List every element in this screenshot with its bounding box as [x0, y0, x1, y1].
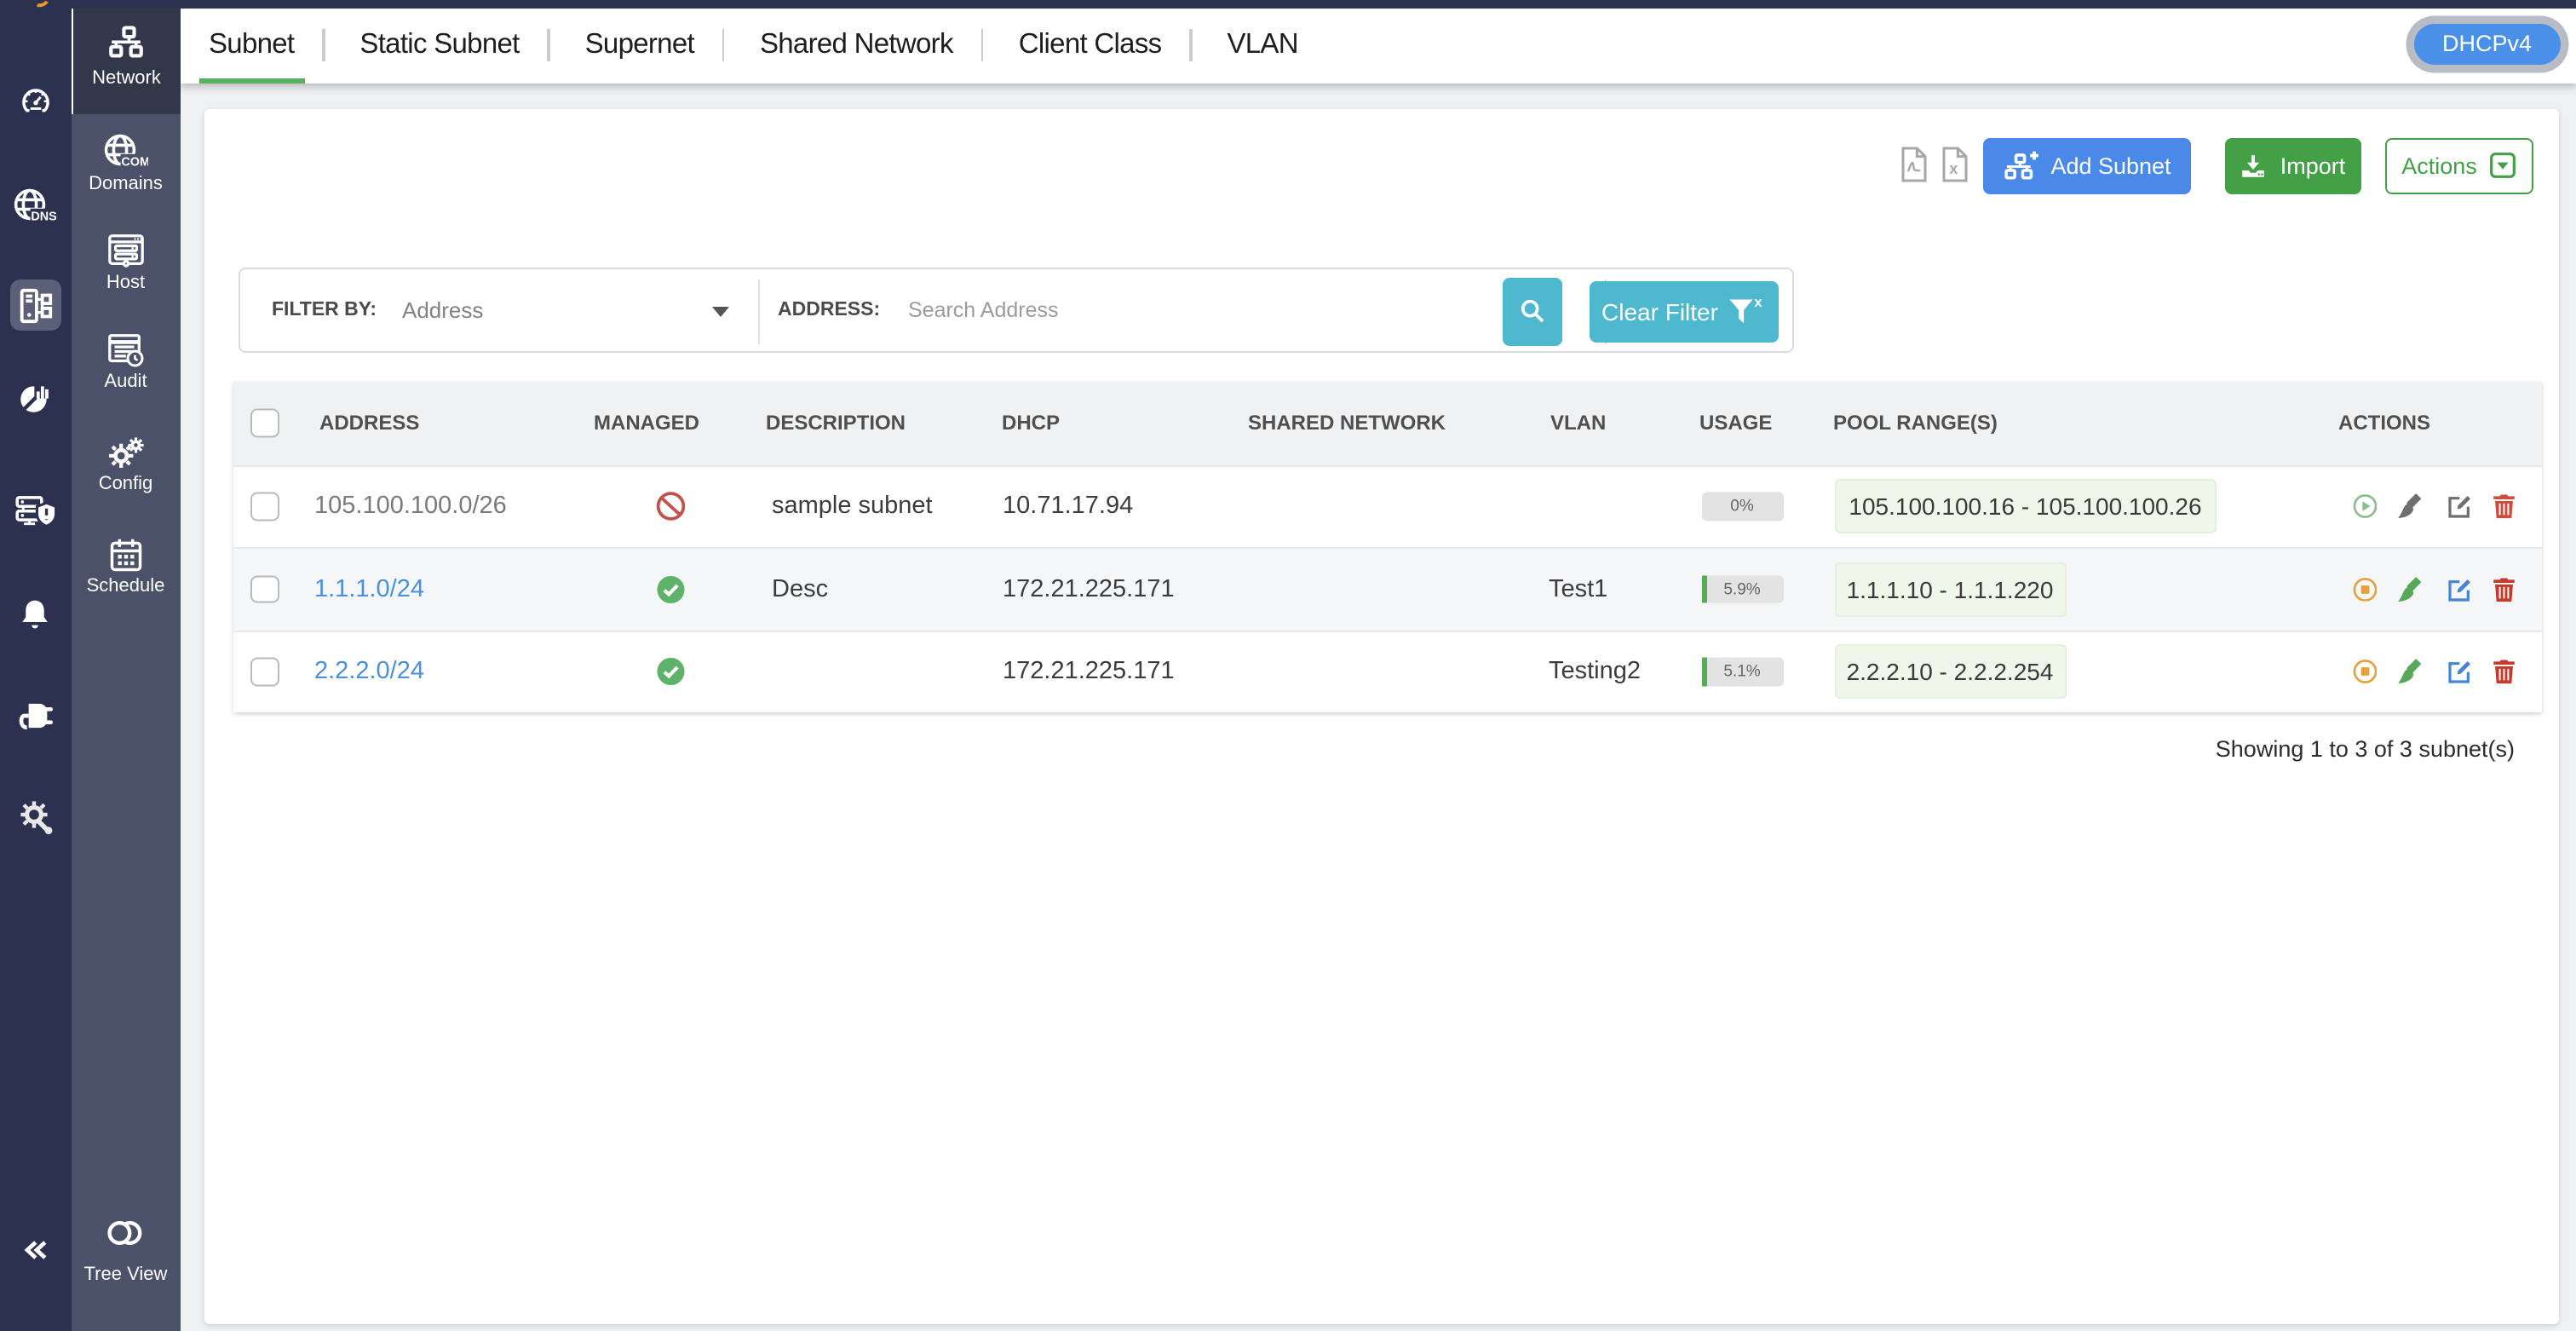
- svg-text:DNS: DNS: [32, 210, 58, 223]
- svg-text:COM: COM: [122, 154, 149, 168]
- svg-text:x: x: [1755, 296, 1763, 311]
- svg-text:x: x: [1948, 160, 1957, 177]
